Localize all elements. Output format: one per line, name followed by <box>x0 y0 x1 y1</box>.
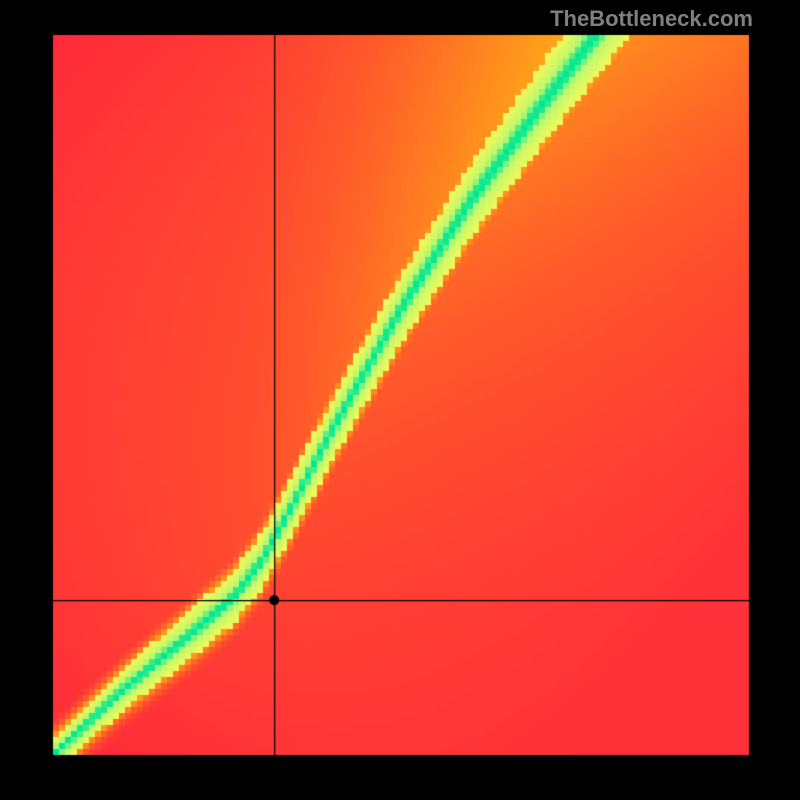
watermark-text: TheBottleneck.com <box>550 6 753 32</box>
bottleneck-heatmap <box>0 0 800 800</box>
chart-container: TheBottleneck.com <box>0 0 800 800</box>
